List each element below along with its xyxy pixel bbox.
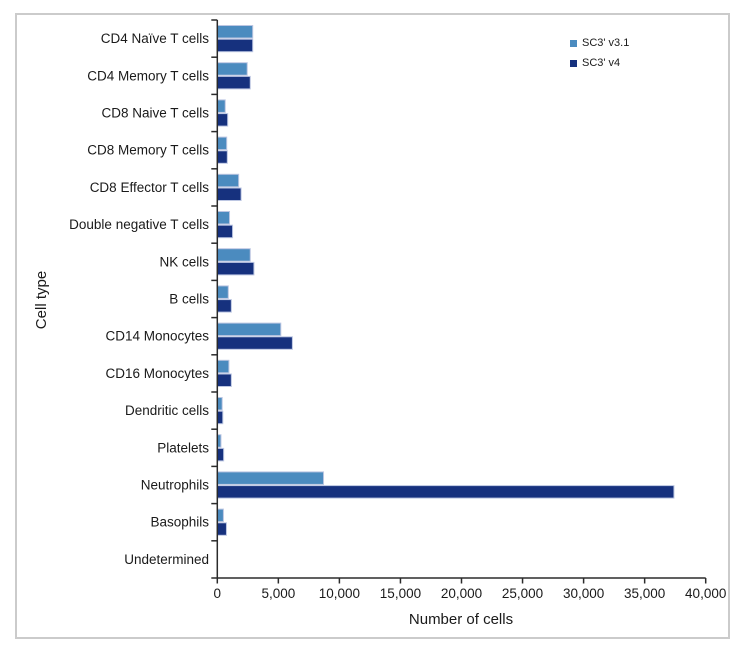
bar-v3-1 [216, 99, 226, 113]
bar-v4 [216, 373, 232, 387]
category-label: CD8 Naive T cells [101, 106, 209, 121]
bar-v4 [216, 522, 227, 536]
figure-frame [15, 13, 730, 639]
bar-v4 [216, 447, 225, 462]
x-tick-label: 35,000 [624, 586, 665, 601]
bar-v4 [216, 38, 254, 53]
y-axis-title: Cell type [33, 270, 50, 330]
bar-v4 [216, 261, 255, 276]
bar-v3-1 [216, 211, 231, 225]
category-label: Platelets [157, 440, 209, 455]
category-label: Neutrophils [141, 478, 210, 493]
bar-v3-1 [216, 508, 224, 523]
category-label: CD4 Memory T cells [87, 68, 209, 83]
x-tick-label: 20,000 [441, 586, 482, 601]
x-tick-label: 15,000 [380, 586, 421, 601]
bar-v3-1 [216, 173, 240, 188]
x-axis-title: Number of cells [408, 611, 514, 628]
category-label: B cells [169, 292, 209, 307]
legend-item-v3-1: SC3' v3.1 [570, 33, 629, 53]
legend-label-v4: SC3' v4 [582, 57, 621, 69]
category-label: Dendritic cells [125, 403, 209, 418]
bar-v3-1 [216, 248, 251, 262]
x-tick-label: 5,000 [261, 586, 295, 601]
bar-v4 [216, 224, 234, 239]
bar-v3-1 [216, 285, 229, 299]
bar-v3-1 [216, 359, 230, 374]
legend-label-v3-1: SC3' v3.1 [582, 37, 630, 49]
bar-v4 [216, 150, 228, 164]
bar-v3-1 [216, 62, 248, 76]
x-tick-label: 25,000 [502, 586, 543, 601]
category-label: NK cells [159, 254, 209, 269]
bar-v4 [216, 75, 251, 90]
bar-v3-1 [216, 25, 254, 39]
bar-v4 [216, 187, 242, 201]
x-tick-label: 0 [214, 586, 222, 601]
bar-v3-1 [216, 322, 282, 337]
category-label: Undetermined [124, 552, 209, 567]
legend-item-v4: SC3' v4 [570, 53, 629, 73]
bar-v3-1 [216, 136, 228, 151]
category-label: CD14 Monocytes [105, 329, 209, 344]
category-label: CD4 Naïve T cells [101, 31, 210, 46]
bar-v4 [216, 299, 232, 313]
x-tick-label: 40,000 [685, 586, 726, 601]
legend-swatch-v3-1-icon [570, 39, 577, 47]
bar-v4 [216, 410, 224, 425]
category-label: CD8 Memory T cells [87, 143, 209, 158]
category-label: CD8 Effector T cells [90, 180, 210, 195]
bar-v3-1 [216, 471, 325, 485]
category-label: Basophils [150, 515, 209, 530]
bar-v4 [216, 113, 229, 127]
x-tick-label: 30,000 [563, 586, 604, 601]
x-tick-label: 10,000 [319, 586, 360, 601]
bar-v4 [216, 336, 293, 350]
legend: SC3' v3.1 SC3' v4 [570, 33, 629, 73]
legend-swatch-v4-icon [570, 59, 577, 67]
category-label: Double negative T cells [69, 217, 209, 232]
bar-v4 [216, 485, 675, 499]
category-label: CD16 Monocytes [105, 366, 209, 381]
